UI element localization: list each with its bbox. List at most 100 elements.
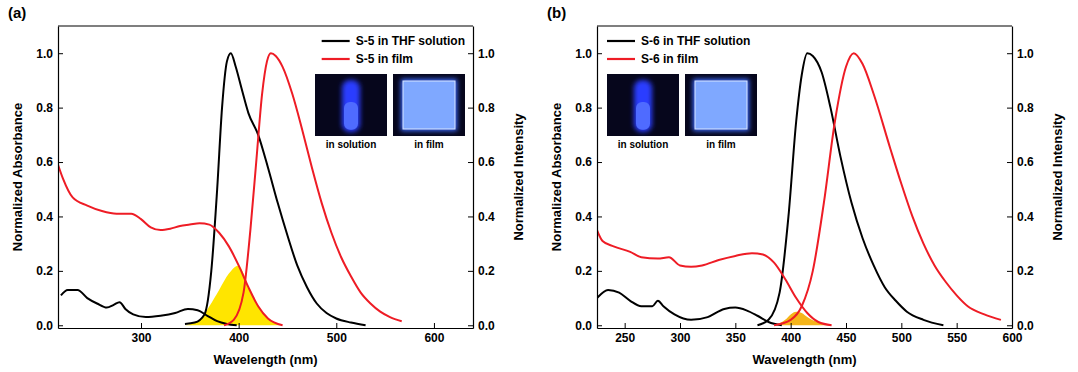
- inset-caption: in solution: [618, 139, 669, 150]
- x-axis: 300400500600: [59, 323, 474, 345]
- tick-label: 1.0: [36, 47, 53, 61]
- tick-label: 0.6: [36, 155, 53, 169]
- tick-label: 0.0: [478, 319, 495, 333]
- tick-label: 0.0: [1017, 319, 1034, 333]
- inset-caption: in film: [706, 139, 736, 150]
- tick: 0.6: [36, 155, 63, 169]
- emission-line: [224, 53, 402, 325]
- tick-label: 400: [781, 331, 801, 345]
- tick-mark: [58, 325, 63, 326]
- inset-film: [403, 81, 455, 129]
- tick-label: 1.0: [1017, 47, 1034, 61]
- tick-mark: [597, 325, 602, 326]
- tick: 500: [892, 323, 912, 345]
- panel-letter: (a): [8, 4, 26, 21]
- inset-background: [685, 74, 757, 136]
- tick-label: 0.4: [575, 210, 592, 224]
- inset-background: [607, 74, 679, 136]
- tick-label: 400: [229, 331, 249, 345]
- legend-label: S-5 in THF solution: [356, 34, 465, 48]
- inset-glow: [401, 79, 457, 131]
- tick-label: 1.0: [575, 47, 592, 61]
- legend-swatch: [607, 58, 635, 60]
- tick-label: 500: [892, 331, 912, 345]
- tick-mark: [468, 162, 473, 163]
- overlap-area: [185, 265, 283, 325]
- tick-mark: [1007, 271, 1012, 272]
- legend-label: S-5 in film: [356, 52, 413, 66]
- tick-mark: [58, 216, 63, 217]
- tick: 0.8: [1007, 101, 1034, 115]
- x-axis-title: Wavelength (nm): [752, 352, 856, 367]
- inset-caption: in film: [414, 139, 444, 150]
- tick-label: 0.2: [575, 264, 592, 278]
- tick: 0.2: [468, 264, 495, 278]
- axis-line: [598, 328, 1013, 329]
- y-axis-title: Normalized Absorbance: [549, 103, 564, 251]
- tick-label: 0.6: [1017, 155, 1034, 169]
- inset-solution: [636, 102, 650, 130]
- tick: 0.2: [36, 264, 63, 278]
- absorbance-line: [597, 230, 832, 325]
- absorbance-line: [61, 290, 237, 325]
- tick-label: 0.2: [36, 264, 53, 278]
- tick-mark: [1007, 162, 1012, 163]
- x-axis: 250300350400450500550600: [598, 323, 1023, 345]
- tick: 1.0: [1007, 47, 1034, 61]
- legend-swatch: [322, 40, 350, 42]
- inset-photo: [607, 74, 679, 136]
- inset-photo: [315, 74, 387, 136]
- tick-mark: [468, 216, 473, 217]
- tick-mark: [1007, 53, 1012, 54]
- tick: 0.0: [1007, 319, 1034, 333]
- axis-line: [597, 27, 598, 329]
- tick-mark: [58, 53, 63, 54]
- tick: 0.2: [575, 264, 602, 278]
- tick: 0.4: [1007, 210, 1034, 224]
- tick-mark: [957, 323, 958, 328]
- y-axis-title: Normalized Absorbance: [10, 103, 25, 251]
- tick-mark: [846, 323, 847, 328]
- tick: 450: [836, 323, 856, 345]
- tick-mark: [597, 108, 602, 109]
- tick: 0.4: [468, 210, 495, 224]
- tick-mark: [434, 323, 435, 328]
- tick-label: 0.4: [478, 210, 495, 224]
- tick-mark: [1007, 325, 1012, 326]
- x-axis-title: Wavelength (nm): [213, 352, 317, 367]
- tick: 550: [947, 323, 967, 345]
- tick: 0.0: [575, 319, 602, 333]
- tick: 0.8: [36, 101, 63, 115]
- plot-marks: [597, 53, 1001, 325]
- tick-mark: [468, 325, 473, 326]
- legend-swatch: [607, 40, 635, 42]
- tick: 350: [726, 323, 746, 345]
- tick-mark: [625, 323, 626, 328]
- tick-label: 0.0: [36, 319, 53, 333]
- tick: 400: [781, 323, 801, 345]
- frame-top: [597, 25, 1012, 26]
- tick: 1.0: [575, 47, 602, 61]
- legend-swatch: [322, 58, 350, 60]
- tick-mark: [468, 53, 473, 54]
- tick-mark: [141, 323, 142, 328]
- tick: 0.4: [575, 210, 602, 224]
- panel-letter: (b): [547, 4, 566, 21]
- tick-label: 0.4: [1017, 210, 1034, 224]
- tick: 1.0: [468, 47, 495, 61]
- tick-mark: [58, 108, 63, 109]
- tick-label: 0.6: [478, 155, 495, 169]
- legend: S-5 in THF solution S-5 in film: [322, 34, 465, 66]
- tick-label: 0.8: [575, 101, 592, 115]
- tick-label: 250: [615, 331, 635, 345]
- tick: 0.6: [1007, 155, 1034, 169]
- y2-axis-title: Normalized Intensity: [511, 113, 526, 241]
- tick: 1.0: [36, 47, 63, 61]
- tick: 0.6: [468, 155, 495, 169]
- y2-axis: 0.00.20.40.60.81.0: [468, 27, 495, 333]
- tick-label: 0.2: [478, 264, 495, 278]
- tick-mark: [1007, 216, 1012, 217]
- tick-mark: [58, 162, 63, 163]
- tick: 250: [615, 323, 635, 345]
- tick-mark: [468, 271, 473, 272]
